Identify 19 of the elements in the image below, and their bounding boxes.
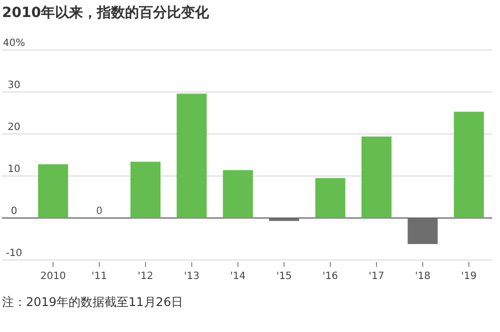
x-tick-label: '18 xyxy=(414,271,430,282)
y-tick-label: 10 xyxy=(8,164,20,175)
chart-title: 2010年以来，指数的百分比变化 xyxy=(2,4,210,21)
x-tick-label: '16 xyxy=(322,271,338,282)
x-tick-label: '13 xyxy=(184,271,200,282)
x-tick-label: '17 xyxy=(368,271,384,282)
data-label: 0 xyxy=(96,206,102,217)
x-tick-label: 2010 xyxy=(40,271,66,282)
x-tick-label: '11 xyxy=(92,271,108,282)
y-tick-label: 30 xyxy=(8,80,20,91)
x-tick-label: '14 xyxy=(230,271,246,282)
x-tick-label: '15 xyxy=(276,271,292,282)
y-tick-label: 40% xyxy=(2,38,26,49)
y-tick-label: 0 xyxy=(10,206,18,217)
x-tick-label: '19 xyxy=(461,271,477,282)
y-tick-label: -10 xyxy=(6,248,22,259)
y-tick-label: 20 xyxy=(8,122,20,133)
x-tick-label: '12 xyxy=(138,271,154,282)
text: 注：2019年的数据截至11月26日 xyxy=(2,295,184,309)
